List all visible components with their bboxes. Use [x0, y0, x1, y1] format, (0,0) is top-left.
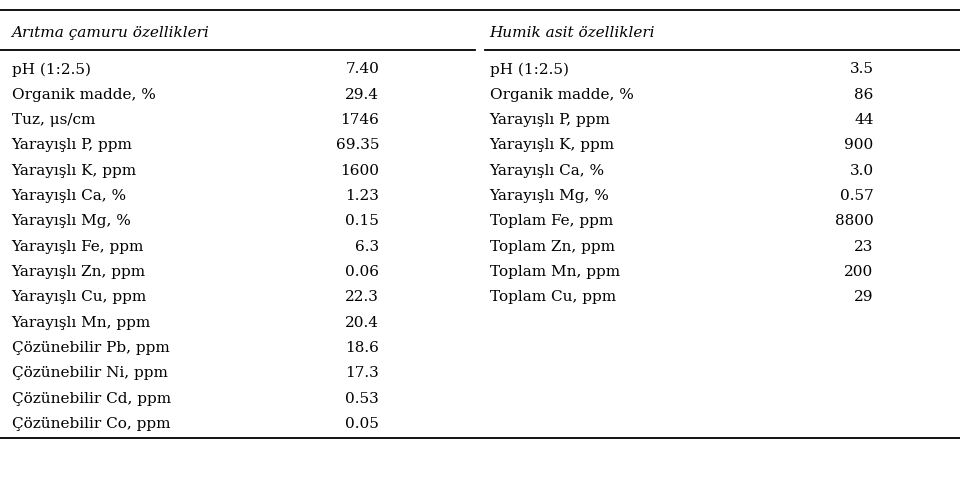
Text: 8800: 8800 — [835, 214, 874, 228]
Text: pH (1:2.5): pH (1:2.5) — [12, 62, 90, 76]
Text: Organik madde, %: Organik madde, % — [12, 87, 156, 102]
Text: Yarayışlı P, ppm: Yarayışlı P, ppm — [490, 113, 611, 127]
Text: 0.53: 0.53 — [346, 391, 379, 406]
Text: Yarayışlı K, ppm: Yarayışlı K, ppm — [12, 163, 136, 178]
Text: 86: 86 — [854, 87, 874, 102]
Text: Yarayışlı Fe, ppm: Yarayışlı Fe, ppm — [12, 239, 144, 254]
Text: Yarayışlı Mn, ppm: Yarayışlı Mn, ppm — [12, 315, 151, 330]
Text: Tuz, μs/cm: Tuz, μs/cm — [12, 113, 95, 127]
Text: 29.4: 29.4 — [346, 87, 379, 102]
Text: 23: 23 — [854, 239, 874, 254]
Text: Arıtma çamuru özellikleri: Arıtma çamuru özellikleri — [12, 26, 209, 41]
Text: 0.06: 0.06 — [346, 265, 379, 279]
Text: 1.23: 1.23 — [346, 189, 379, 203]
Text: Çözünebilir Pb, ppm: Çözünebilir Pb, ppm — [12, 341, 169, 355]
Text: Yarayışlı Zn, ppm: Yarayışlı Zn, ppm — [12, 265, 146, 279]
Text: Toplam Zn, ppm: Toplam Zn, ppm — [490, 239, 614, 254]
Text: 0.57: 0.57 — [840, 189, 874, 203]
Text: Yarayışlı Cu, ppm: Yarayışlı Cu, ppm — [12, 290, 147, 304]
Text: 18.6: 18.6 — [346, 341, 379, 355]
Text: 1746: 1746 — [341, 113, 379, 127]
Text: 17.3: 17.3 — [346, 366, 379, 380]
Text: 22.3: 22.3 — [346, 290, 379, 304]
Text: Yarayışlı Ca, %: Yarayışlı Ca, % — [490, 163, 605, 178]
Text: 44: 44 — [854, 113, 874, 127]
Text: Yarayışlı Mg, %: Yarayışlı Mg, % — [490, 189, 610, 203]
Text: Yarayışlı P, ppm: Yarayışlı P, ppm — [12, 138, 132, 152]
Text: 200: 200 — [845, 265, 874, 279]
Text: 6.3: 6.3 — [355, 239, 379, 254]
Text: 7.40: 7.40 — [346, 62, 379, 76]
Text: Yarayışlı Ca, %: Yarayışlı Ca, % — [12, 189, 127, 203]
Text: 3.0: 3.0 — [850, 163, 874, 178]
Text: 69.35: 69.35 — [336, 138, 379, 152]
Text: Humik asit özellikleri: Humik asit özellikleri — [490, 26, 655, 41]
Text: 3.5: 3.5 — [850, 62, 874, 76]
Text: 1600: 1600 — [340, 163, 379, 178]
Text: 0.05: 0.05 — [346, 417, 379, 431]
Text: 20.4: 20.4 — [346, 315, 379, 330]
Text: Toplam Fe, ppm: Toplam Fe, ppm — [490, 214, 612, 228]
Text: Toplam Cu, ppm: Toplam Cu, ppm — [490, 290, 615, 304]
Text: 0.15: 0.15 — [346, 214, 379, 228]
Text: 29: 29 — [854, 290, 874, 304]
Text: Çözünebilir Co, ppm: Çözünebilir Co, ppm — [12, 417, 170, 431]
Text: Yarayışlı Mg, %: Yarayışlı Mg, % — [12, 214, 132, 228]
Text: Yarayışlı K, ppm: Yarayışlı K, ppm — [490, 138, 614, 152]
Text: Organik madde, %: Organik madde, % — [490, 87, 634, 102]
Text: Çözünebilir Cd, ppm: Çözünebilir Cd, ppm — [12, 391, 171, 406]
Text: pH (1:2.5): pH (1:2.5) — [490, 62, 568, 76]
Text: 900: 900 — [845, 138, 874, 152]
Text: Çözünebilir Ni, ppm: Çözünebilir Ni, ppm — [12, 366, 167, 380]
Text: Toplam Mn, ppm: Toplam Mn, ppm — [490, 265, 620, 279]
